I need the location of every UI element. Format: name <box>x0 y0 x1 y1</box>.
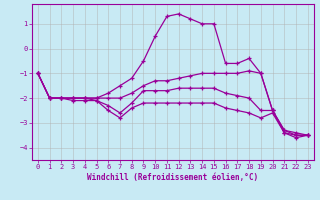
X-axis label: Windchill (Refroidissement éolien,°C): Windchill (Refroidissement éolien,°C) <box>87 173 258 182</box>
